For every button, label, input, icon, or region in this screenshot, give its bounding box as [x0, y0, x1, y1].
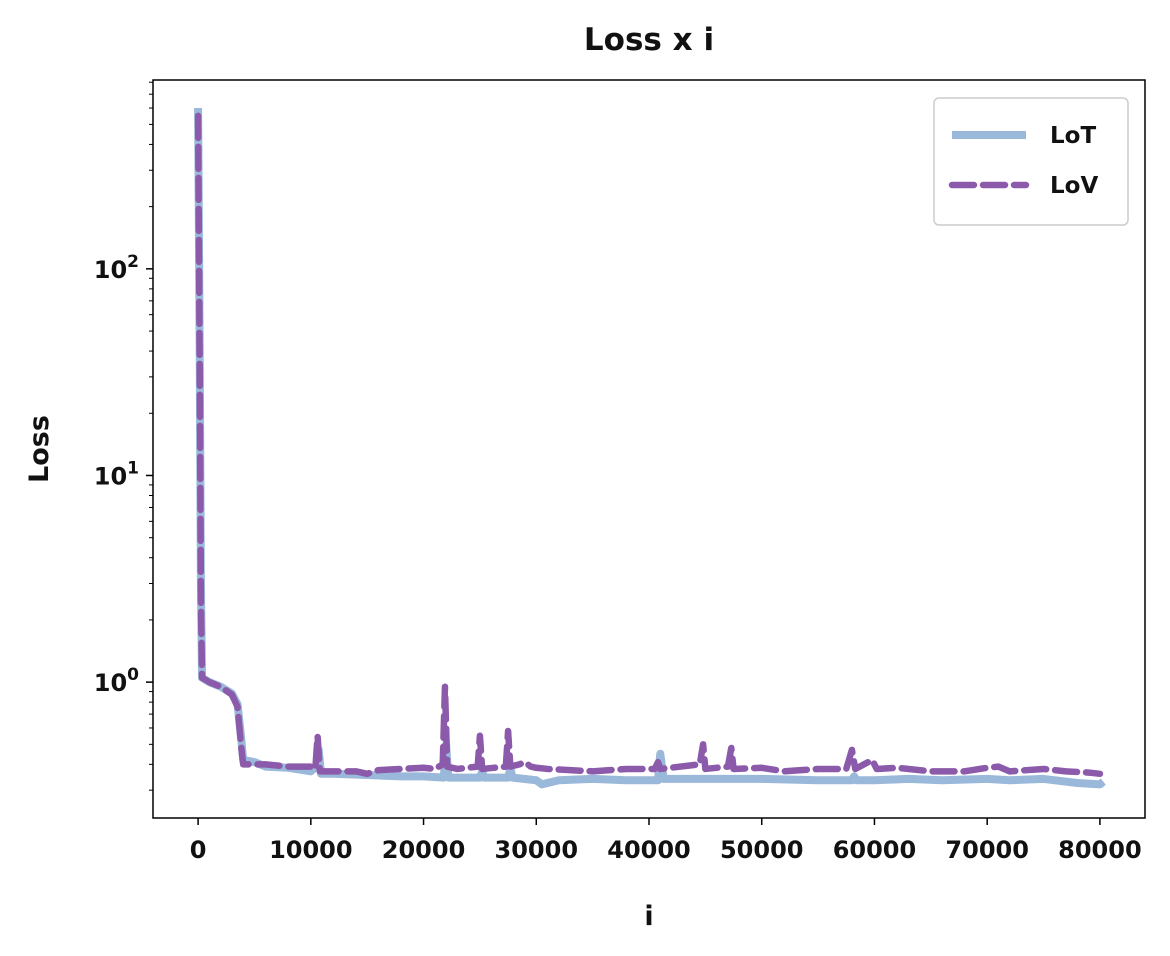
x-tick-label: 40000: [607, 836, 691, 864]
legend-box: [933, 97, 1129, 226]
x-tick-label: 50000: [720, 836, 804, 864]
legend: LoT LoV: [933, 97, 1129, 226]
x-tick-label: 30000: [495, 836, 579, 864]
x-tick-label: 20000: [382, 836, 466, 864]
y-axis-title: Loss: [24, 415, 55, 483]
x-tick-label: 60000: [833, 836, 917, 864]
chart-title: Loss x i: [584, 22, 714, 58]
x-tick-label: 10000: [269, 836, 353, 864]
series-line-lov: [194, 112, 1104, 778]
x-axis-ticks: 0 10000 20000 30000 40000 50000 60000 70000 8000…: [190, 818, 1142, 864]
y-tick-label: 102: [94, 252, 139, 284]
series-layer: [194, 108, 1106, 789]
y-axis-ticks: 100 101 102: [94, 81, 153, 791]
y-tick-label: 101: [94, 458, 139, 490]
x-tick-label: 80000: [1058, 836, 1142, 864]
y-tick-label: 100: [94, 665, 139, 697]
x-tick-label: 70000: [945, 836, 1029, 864]
legend-label-lov: LoV: [1050, 173, 1098, 199]
legend-label-lot: LoT: [1050, 123, 1096, 149]
x-tick-label: 0: [190, 836, 207, 864]
x-axis-title: i: [644, 901, 653, 932]
